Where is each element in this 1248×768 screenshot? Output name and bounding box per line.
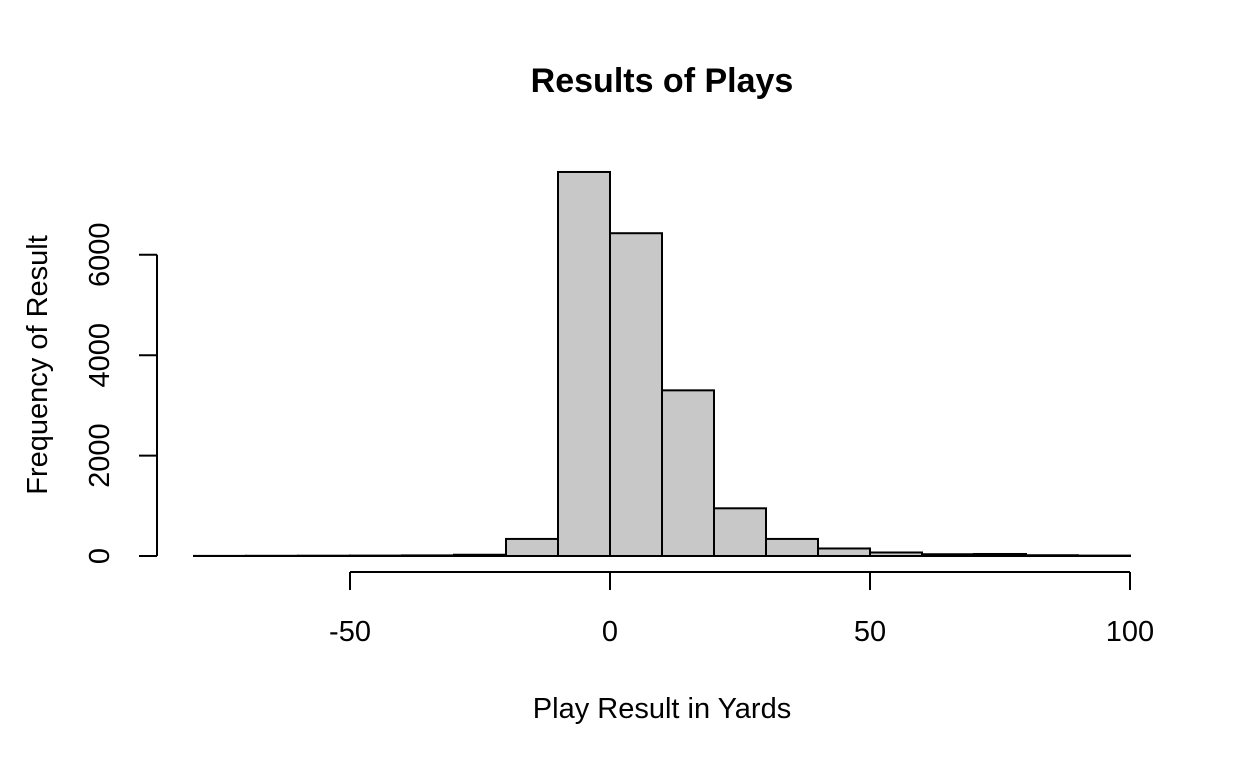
histogram-bars [193,170,1131,558]
y-tick-label: 2000 [84,423,116,488]
histogram-bar [557,170,611,557]
x-tick-label: 0 [602,616,618,648]
y-axis: 0 2000 4000 6000 [84,223,158,564]
histogram-bar [817,547,871,557]
histogram-bar [765,537,819,558]
histogram-bar [1025,554,1079,558]
histogram-bar [453,553,507,557]
histogram-bar [713,507,767,557]
x-tick-label: -50 [329,616,371,648]
histogram-bar [401,554,455,557]
histogram-bar [609,232,663,558]
x-axis-label: Play Result in Yards [533,693,791,725]
chart-title: Results of Plays [531,62,794,100]
histogram-bar [661,389,715,557]
histogram-bar [973,552,1027,558]
histogram-bar [869,551,923,558]
histogram-bar [505,537,559,558]
y-tick-label: 4000 [84,323,116,388]
x-tick-label: 50 [854,616,886,648]
y-tick-label: 6000 [84,223,116,288]
x-tick-label: 100 [1106,616,1154,648]
histogram-bar [921,553,975,557]
y-tick-label: 0 [84,548,116,564]
y-axis-label: Frequency of Result [22,235,54,495]
x-axis: -50 0 50 100 [329,571,1154,648]
